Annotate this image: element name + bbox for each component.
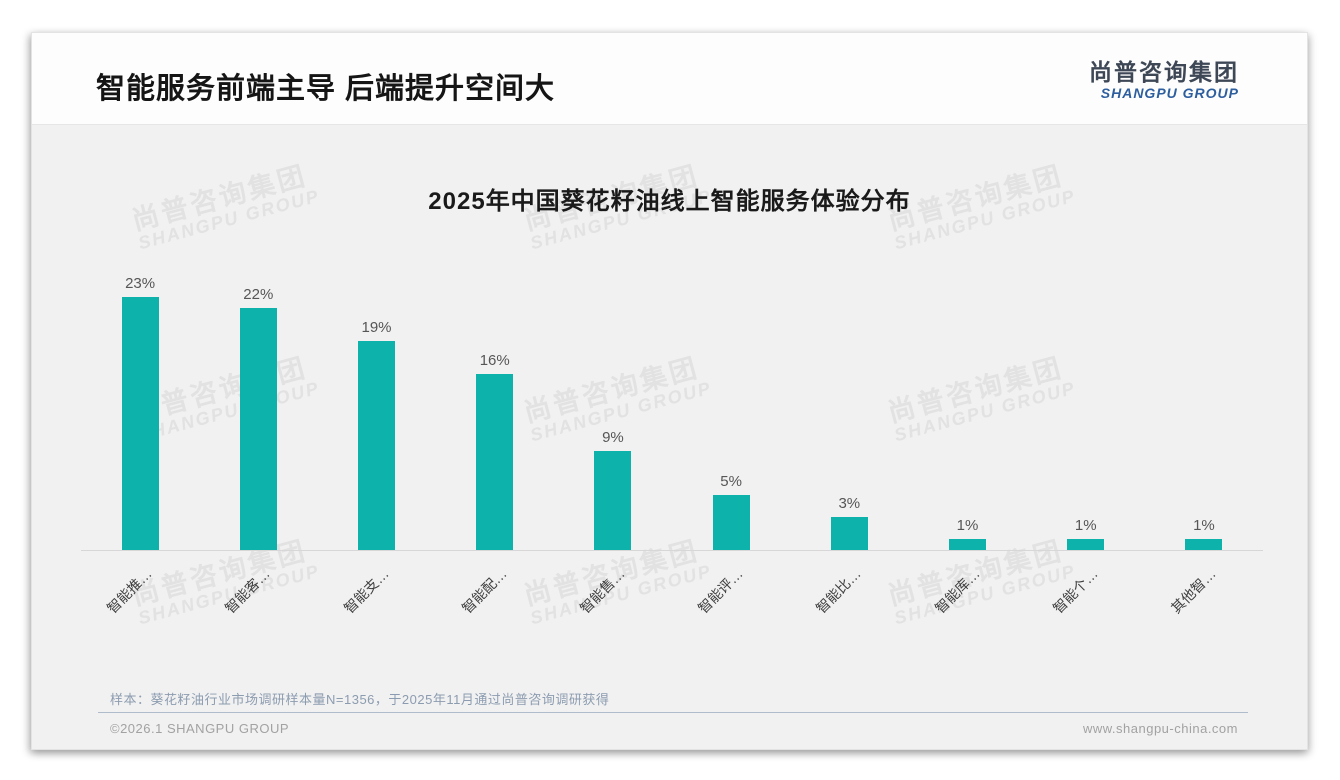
bar-group: 1%: [1027, 517, 1145, 550]
bar-group: 1%: [1145, 517, 1263, 550]
logo-chinese-text: 尚普咨询集团: [1089, 58, 1239, 85]
website-url: www.shangpu-china.com: [1082, 721, 1238, 736]
category-label: 智能评…: [694, 565, 746, 617]
bar-group: 9%: [554, 429, 672, 550]
bar: [121, 297, 159, 550]
x-axis-line: [81, 550, 1263, 551]
category-label: 其他智…: [1167, 565, 1219, 617]
bar: [476, 374, 514, 550]
bar-value-label: 1%: [956, 517, 979, 534]
bar: [830, 517, 868, 550]
category-label: 智能库…: [931, 565, 983, 617]
bar-value-label: 19%: [361, 319, 392, 336]
bar-group: 1%: [908, 517, 1026, 550]
page-title: 智能服务前端主导 后端提升空间大: [96, 72, 556, 105]
bar-value-label: 1%: [1074, 517, 1097, 534]
bar: [358, 341, 395, 550]
category-label: 智能推…: [103, 565, 155, 617]
bar-value-label: 3%: [838, 495, 861, 512]
company-logo: 尚普咨询集团 SHANGPU GROUP: [1089, 56, 1239, 101]
slide: 尚普咨询集团 SHANGPU GROUP 尚普咨询集团 SHANGPU GROUP 尚普…: [31, 32, 1308, 750]
bar: [949, 539, 987, 550]
bar-value-label: 1%: [1193, 517, 1215, 534]
bar: [239, 308, 277, 550]
category-label: 智能支…: [340, 565, 392, 617]
category-label: 智能售…: [576, 565, 628, 617]
bar-value-label: 16%: [479, 352, 510, 369]
bar-group: 5%: [672, 473, 790, 550]
bar-group: 3%: [790, 495, 908, 550]
footer-divider: [98, 712, 1248, 713]
bar: [712, 495, 750, 550]
slide-header: 智能服务前端主导 后端提升空间大 尚普咨询集团 SHANGPU GROUP: [32, 33, 1307, 125]
category-label: 智能个…: [1049, 565, 1101, 617]
bar-chart: 2025年中国葵花籽油线上智能服务体验分布 23% 22% 19% 16% 9% 5% 3%…: [32, 33, 1307, 749]
bar-value-label: 5%: [720, 473, 742, 490]
bar-value-label: 9%: [602, 429, 624, 446]
slide-footer: ©2026.1 SHANGPU GROUP www.shangpu-china.…: [110, 721, 1238, 736]
category-labels: 智能推… 智能客… 智能支… 智能配… 智能售… 智能评… 智能比… 智能库… 智能个… 其他智…: [81, 554, 1263, 674]
category-label: 智能比…: [813, 565, 865, 617]
plot-area: 23% 22% 19% 16% 9% 5% 3% 1% 1% 1%: [81, 260, 1263, 550]
bar-value-label: 22%: [243, 286, 274, 303]
bar: [594, 451, 632, 550]
bar-group: 22%: [199, 286, 317, 550]
category-label: 智能配…: [458, 565, 510, 617]
logo-english-text: SHANGPU GROUP: [1100, 85, 1239, 102]
bar-value-label: 23%: [125, 275, 156, 292]
sample-footnote: 样本：葵花籽油行业市场调研样本量N=1356，于2025年11月通过尚普咨询调研…: [110, 692, 610, 707]
bar-group: 23%: [81, 275, 199, 550]
category-label: 智能客…: [222, 565, 274, 617]
copyright-text: ©2026.1 SHANGPU GROUP: [110, 721, 290, 736]
bar-group: 16%: [436, 352, 554, 550]
chart-title: 2025年中国葵花籽油线上智能服务体验分布: [428, 188, 911, 215]
bar: [1185, 539, 1223, 550]
bar-group: 19%: [317, 319, 435, 550]
bar: [1067, 539, 1105, 550]
